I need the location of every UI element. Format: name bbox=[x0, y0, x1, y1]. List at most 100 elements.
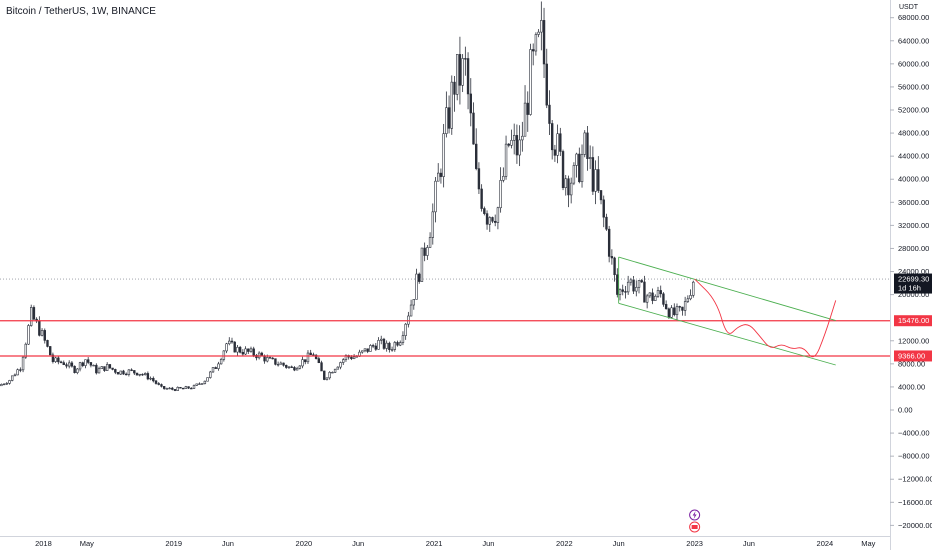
candle bbox=[190, 387, 193, 390]
candle bbox=[613, 256, 616, 282]
candle bbox=[504, 135, 508, 180]
candle bbox=[662, 292, 665, 307]
candle bbox=[654, 294, 657, 301]
candle bbox=[618, 288, 622, 301]
candle bbox=[594, 160, 597, 205]
candle bbox=[276, 361, 280, 367]
candle bbox=[453, 76, 456, 112]
candle bbox=[40, 328, 44, 337]
candle bbox=[32, 305, 36, 321]
channel-lower-line[interactable] bbox=[618, 302, 836, 366]
candle bbox=[2, 383, 6, 386]
candle bbox=[179, 386, 182, 389]
svg-text:9366.00: 9366.00 bbox=[898, 351, 925, 360]
candle bbox=[477, 162, 481, 194]
candle bbox=[76, 368, 79, 375]
time-axis[interactable]: 2018 May 2019 Jun 2020 Jun 2021 Jun 2022 Jun 2023 J… bbox=[0, 536, 890, 549]
candle bbox=[447, 95, 451, 134]
price-tick-label: 40000.00 bbox=[898, 175, 929, 184]
price-axis[interactable]: 68000.00 64000.00 60000.00 56000.00 52000.00… bbox=[890, 0, 932, 550]
candle bbox=[439, 168, 443, 184]
time-tick-label: 2020 bbox=[296, 539, 313, 548]
candle bbox=[643, 275, 646, 303]
time-tick-label: Jun bbox=[613, 539, 625, 548]
candle bbox=[8, 379, 11, 385]
candle bbox=[496, 206, 500, 230]
event-flash-icon[interactable] bbox=[689, 509, 701, 521]
candle bbox=[390, 346, 394, 352]
candle bbox=[336, 366, 340, 370]
candle bbox=[450, 75, 453, 135]
candle bbox=[553, 144, 557, 162]
price-tick-label: 24000.00 bbox=[898, 267, 929, 276]
candle bbox=[559, 127, 562, 157]
time-tick-label: Jun bbox=[743, 539, 755, 548]
candle bbox=[656, 286, 660, 298]
time-tick-label: May bbox=[861, 539, 875, 548]
candle bbox=[306, 350, 310, 364]
candle bbox=[59, 360, 63, 364]
candle bbox=[295, 366, 299, 371]
candle bbox=[141, 373, 144, 376]
price-tick-label: −8000.00 bbox=[898, 452, 930, 461]
candle bbox=[648, 292, 652, 299]
candle bbox=[233, 341, 236, 353]
candle bbox=[198, 382, 201, 385]
candle bbox=[5, 381, 8, 385]
candle bbox=[333, 368, 337, 374]
candle bbox=[472, 102, 475, 145]
candle bbox=[287, 366, 291, 369]
candle bbox=[583, 130, 586, 158]
candle bbox=[507, 143, 510, 148]
chart-title: Bitcoin / TetherUS, 1W, BINANCE bbox=[6, 6, 156, 17]
candle bbox=[599, 190, 603, 205]
price-tick-label: 32000.00 bbox=[898, 221, 929, 230]
candle bbox=[241, 349, 245, 357]
candle bbox=[249, 346, 253, 353]
channel-upper-line[interactable] bbox=[618, 256, 836, 322]
price-tick-label: 20000.00 bbox=[898, 290, 929, 299]
candle bbox=[556, 124, 559, 164]
candle bbox=[683, 296, 687, 316]
candle bbox=[157, 382, 160, 386]
candle bbox=[591, 146, 595, 195]
candle bbox=[203, 380, 207, 385]
candle bbox=[545, 48, 548, 109]
candle bbox=[518, 125, 521, 167]
projection-path[interactable] bbox=[694, 278, 837, 358]
candle bbox=[342, 358, 345, 366]
price-tick-label: −16000.00 bbox=[898, 498, 932, 507]
time-tick-label: 2019 bbox=[165, 539, 182, 548]
candle bbox=[396, 340, 399, 347]
candle bbox=[312, 352, 315, 356]
candle bbox=[380, 335, 383, 345]
candle bbox=[339, 361, 342, 370]
candle bbox=[238, 345, 242, 354]
candle bbox=[548, 90, 551, 136]
candle bbox=[290, 365, 293, 368]
candle bbox=[184, 385, 188, 389]
candle bbox=[86, 357, 90, 365]
candle bbox=[515, 124, 519, 164]
candle bbox=[499, 167, 502, 213]
candle bbox=[475, 128, 478, 171]
candle bbox=[331, 371, 334, 374]
candle bbox=[483, 206, 486, 216]
event-flag-icon[interactable] bbox=[689, 521, 701, 533]
candle bbox=[575, 152, 578, 178]
price-tick-label: 12000.00 bbox=[898, 336, 929, 345]
candle bbox=[192, 384, 196, 389]
candle bbox=[146, 371, 150, 381]
candle bbox=[176, 386, 179, 391]
candle bbox=[374, 342, 378, 351]
candle bbox=[54, 356, 57, 363]
candle bbox=[407, 311, 410, 328]
candle bbox=[491, 216, 494, 224]
candle bbox=[108, 364, 112, 369]
candle bbox=[165, 387, 169, 390]
candle bbox=[19, 367, 22, 373]
candle bbox=[689, 289, 692, 301]
candle bbox=[130, 368, 133, 372]
